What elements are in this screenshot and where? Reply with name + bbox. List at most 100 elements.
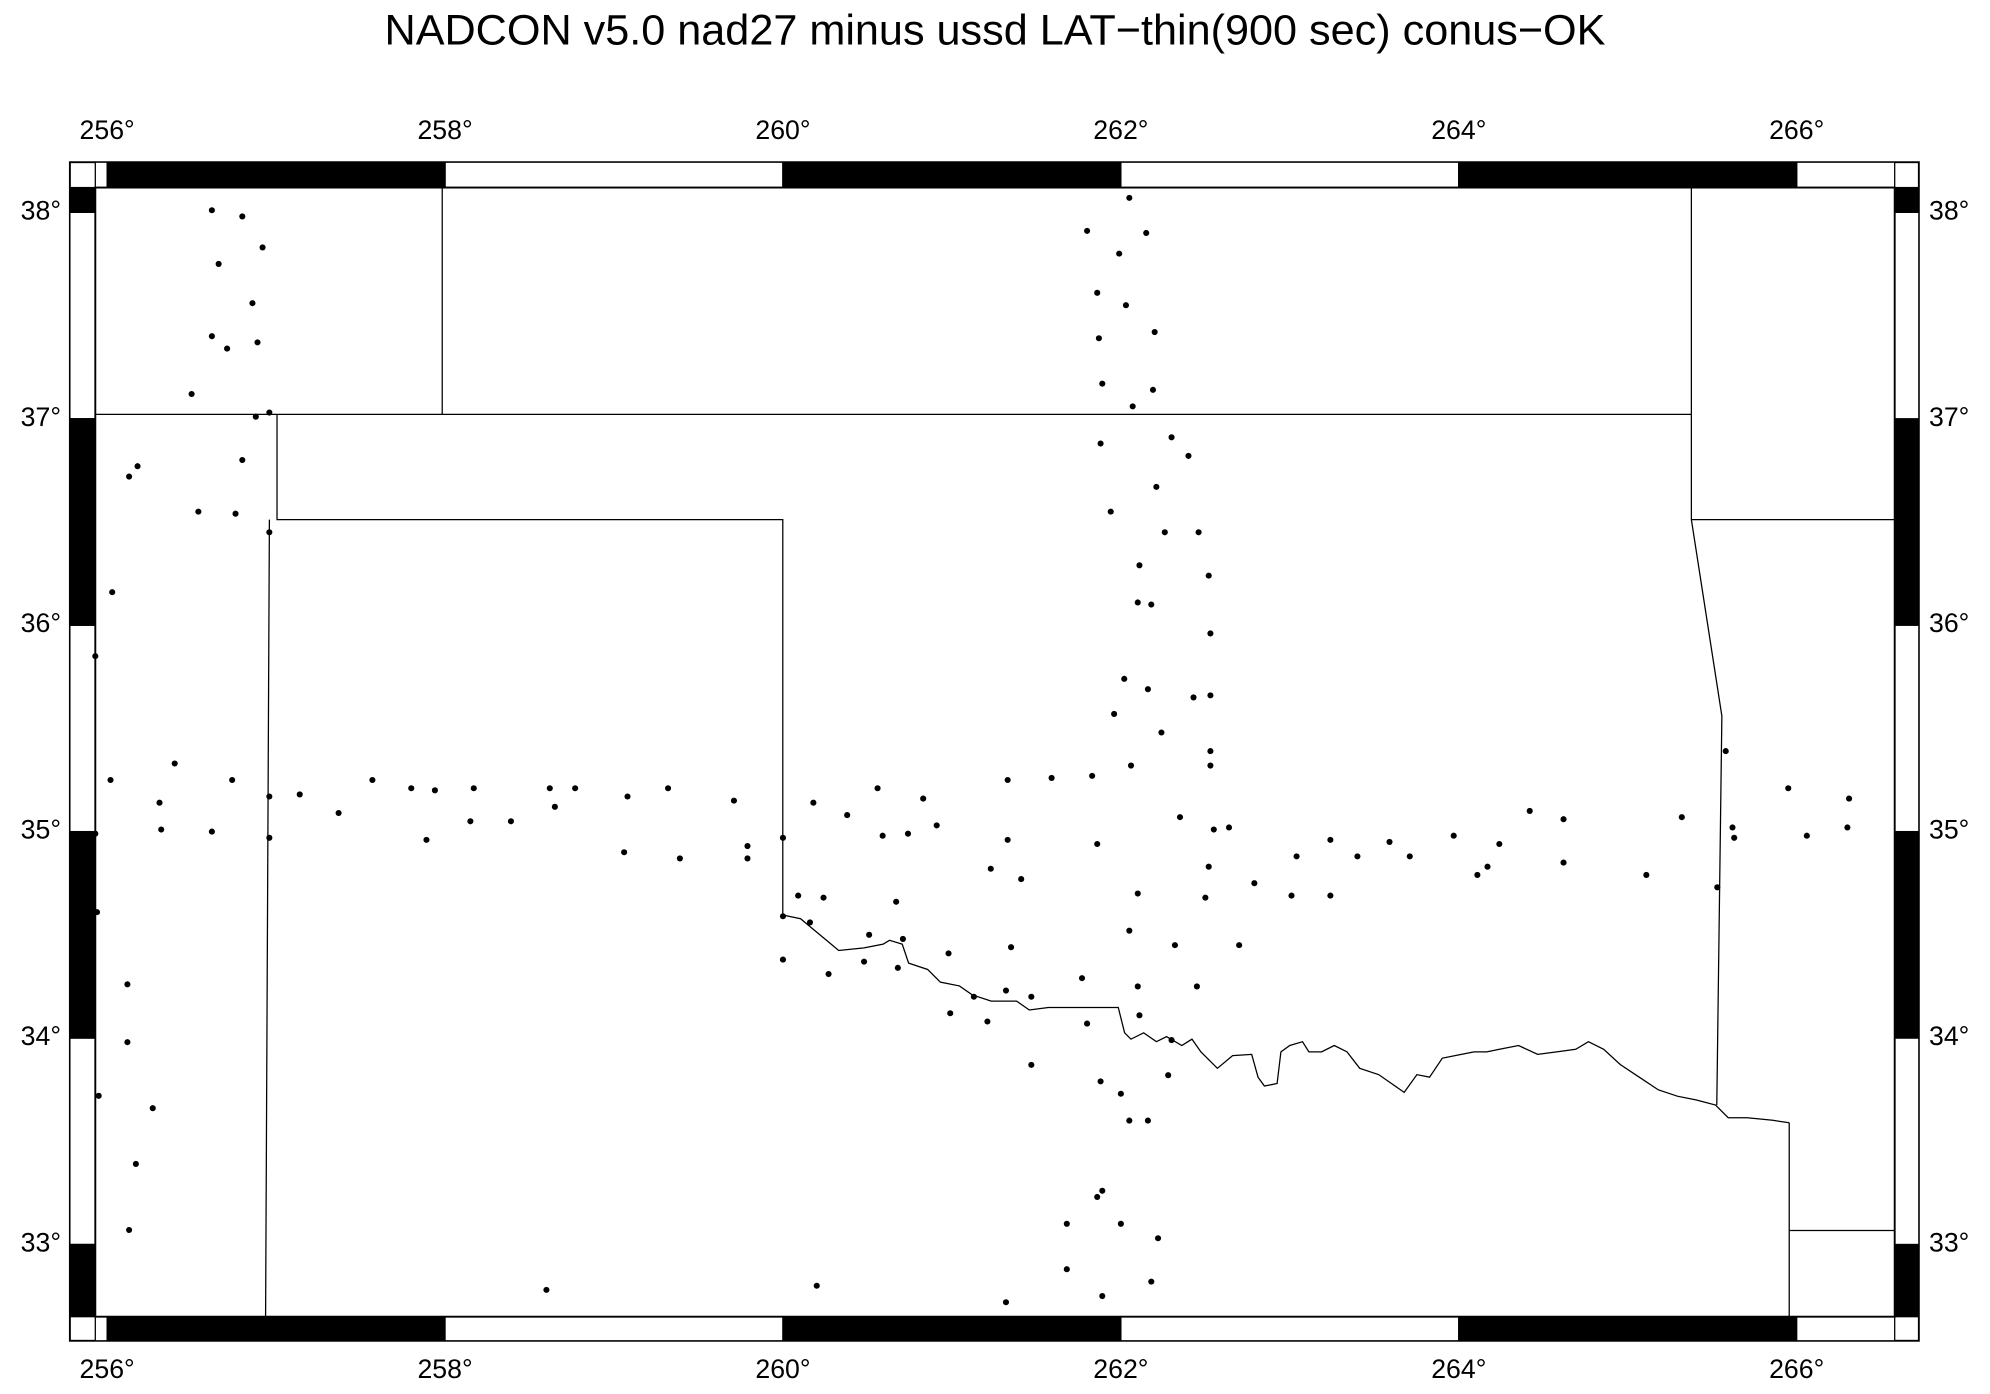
station-point <box>1004 836 1011 843</box>
station-point <box>1386 838 1393 845</box>
station-point <box>1148 601 1155 608</box>
station-point <box>730 797 738 804</box>
station-point <box>1099 1293 1106 1300</box>
station-point <box>1136 562 1143 569</box>
x-tick-label: 262° <box>1093 1354 1148 1384</box>
station-point <box>1063 1220 1070 1227</box>
station-point <box>208 207 215 214</box>
station-point <box>1028 1061 1035 1068</box>
frame-stripe <box>106 1316 446 1342</box>
station-point <box>665 785 672 792</box>
station-point <box>266 409 273 416</box>
station-point <box>1008 944 1015 951</box>
frame-stripe <box>782 1316 1122 1342</box>
station-point <box>266 793 273 800</box>
station-point <box>1116 250 1123 257</box>
station-point <box>984 1018 991 1025</box>
station-point <box>1803 832 1810 839</box>
station-point <box>109 589 116 596</box>
station-point <box>813 1282 820 1289</box>
frame-stripe <box>106 161 446 189</box>
station-point <box>259 244 266 251</box>
station-point <box>933 822 940 829</box>
station-point <box>1126 927 1133 934</box>
station-point <box>866 931 873 938</box>
station-point <box>1149 386 1157 393</box>
map-title: NADCON v5.0 nad27 minus ussd LAT−thin(90… <box>385 6 1606 54</box>
station-point <box>92 653 99 660</box>
station-point <box>795 892 802 899</box>
station-point <box>1205 863 1212 870</box>
station-point <box>249 300 256 307</box>
frame-stripe <box>94 1316 108 1342</box>
station-point <box>93 909 101 916</box>
station-point <box>779 913 787 920</box>
station-point <box>1028 993 1035 1000</box>
station-point <box>1207 762 1214 769</box>
frame-stripe <box>1894 624 1920 833</box>
station-point <box>266 529 273 536</box>
x-tick-label: 258° <box>417 115 472 145</box>
station-point <box>621 849 628 856</box>
station-point <box>158 826 165 833</box>
station-point <box>899 935 906 942</box>
station-point <box>874 785 881 792</box>
station-point <box>624 793 631 800</box>
frame-stripe <box>69 624 96 833</box>
station-point <box>239 213 246 220</box>
frame-stripe <box>444 161 784 189</box>
frame-stripe <box>1894 830 1920 1039</box>
frame-stripe <box>1894 1243 1920 1318</box>
station-point <box>1225 824 1233 831</box>
station-point <box>1134 983 1141 990</box>
station-point <box>1195 529 1202 536</box>
station-point <box>296 791 303 798</box>
border-panhandle <box>276 414 784 915</box>
station-point <box>1095 335 1102 342</box>
station-point <box>1327 836 1334 843</box>
station-point <box>1144 1117 1151 1124</box>
station-point <box>95 1092 102 1099</box>
station-point <box>1099 1187 1106 1194</box>
station-point <box>208 828 215 835</box>
station-point <box>879 832 886 839</box>
frame-stripe <box>69 186 96 213</box>
station-point <box>1154 1235 1162 1242</box>
station-point <box>861 958 868 965</box>
station-point <box>1354 853 1361 860</box>
station-point <box>1099 380 1106 387</box>
station-point <box>1084 1020 1091 1027</box>
station-point <box>1207 748 1214 755</box>
station-point <box>1171 942 1178 949</box>
station-point <box>1117 1220 1124 1227</box>
map-frame <box>94 186 1896 1318</box>
station-point <box>1004 776 1011 784</box>
frame-stripe <box>1458 1316 1798 1342</box>
frame-stripe <box>1894 186 1920 213</box>
station-point <box>1176 814 1184 821</box>
station-point <box>1117 1090 1124 1097</box>
station-point <box>408 785 415 792</box>
station-point <box>1207 630 1214 637</box>
station-point <box>132 1160 139 1167</box>
station-point <box>252 413 259 420</box>
station-point <box>107 776 114 784</box>
x-tick-label: 264° <box>1431 115 1486 145</box>
station-point <box>124 1039 131 1046</box>
station-point <box>1148 1278 1155 1285</box>
station-point <box>1207 692 1214 699</box>
frame-stripe <box>69 830 96 1039</box>
station-point <box>1474 871 1481 878</box>
station-point <box>1018 876 1025 883</box>
red-river <box>782 914 1790 1124</box>
frame-stripe <box>1894 1037 1920 1246</box>
y-tick-label: 33° <box>21 1228 61 1258</box>
station-point <box>551 803 558 810</box>
station-point <box>987 865 994 872</box>
frame-stripe <box>94 161 108 189</box>
frame-stripe <box>1120 161 1460 189</box>
station-point <box>1236 942 1243 949</box>
station-point <box>1094 289 1101 296</box>
station-point <box>1143 229 1150 237</box>
station-point <box>676 855 683 862</box>
